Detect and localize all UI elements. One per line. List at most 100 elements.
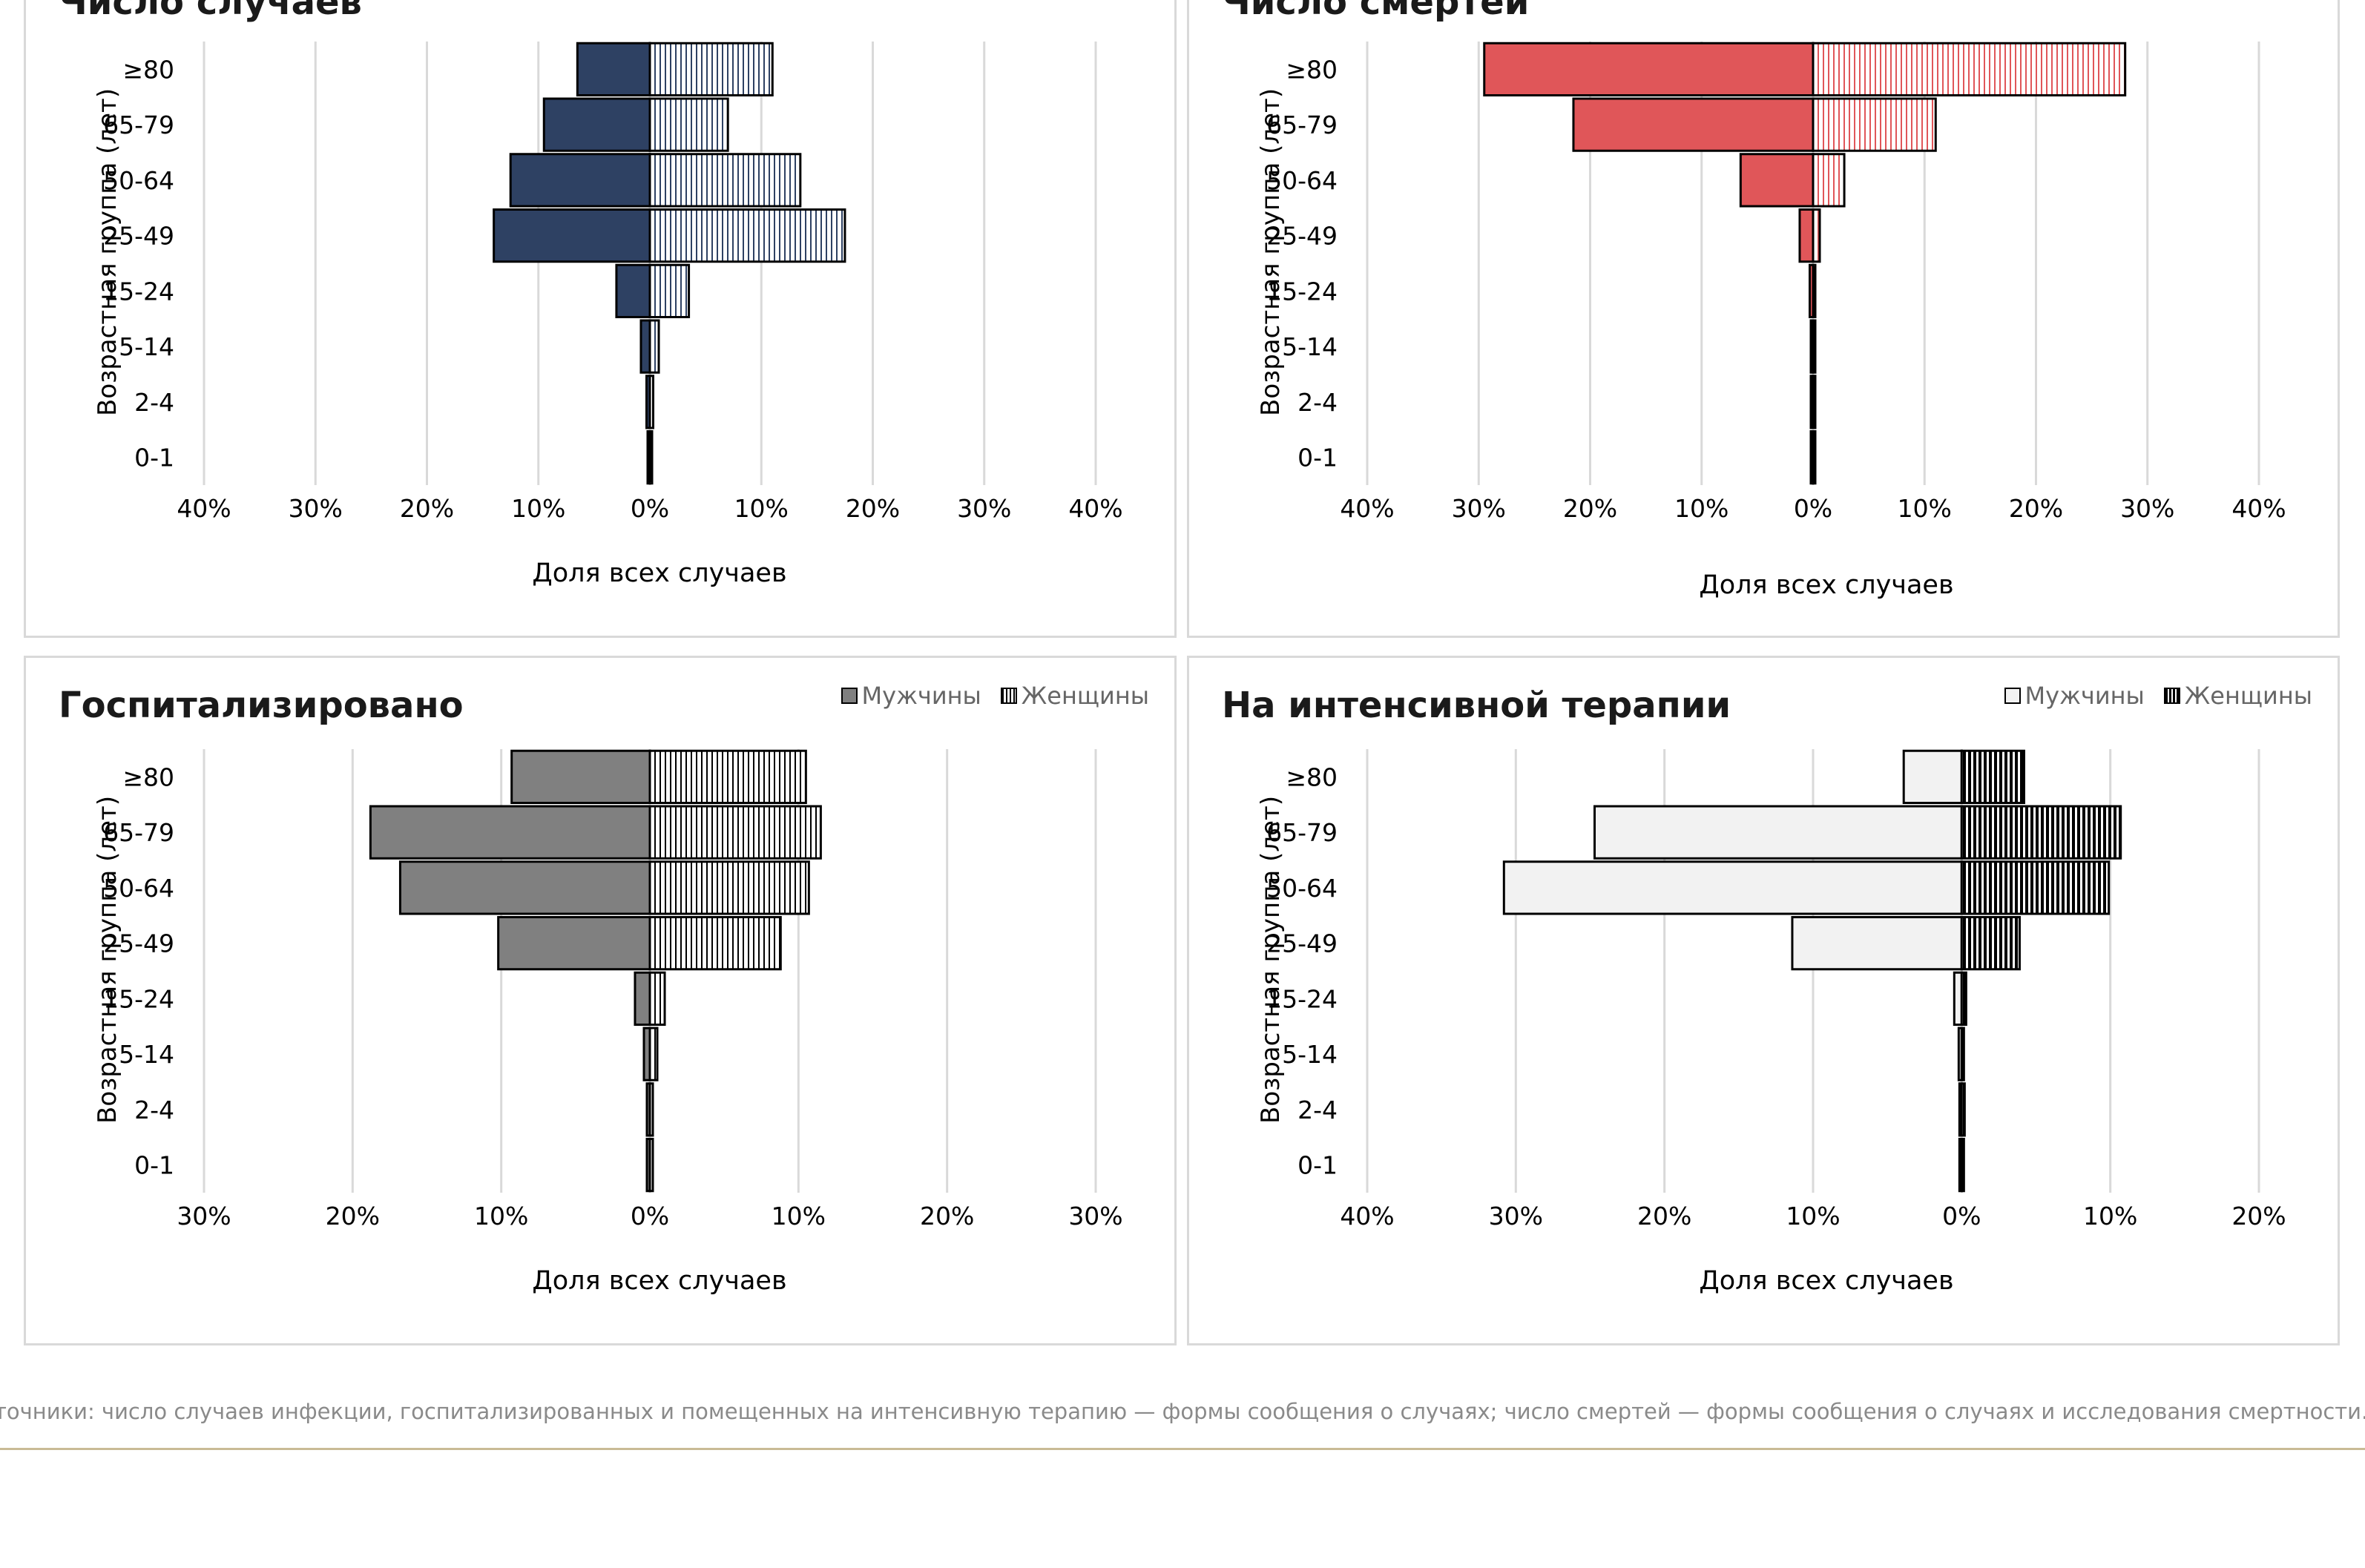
- legend-label-male: Мужчины: [861, 682, 981, 710]
- x-tick-label: 10%: [511, 494, 565, 523]
- x-axis-label: Доля всех случаев: [1699, 1266, 1954, 1296]
- bar-female: [1960, 1027, 1965, 1081]
- y-tick-label: 0-1: [134, 1151, 174, 1180]
- x-tick-label: 20%: [2009, 494, 2063, 523]
- legend-item-male: Мужчины: [841, 682, 981, 710]
- bar-male: [1953, 971, 1963, 1027]
- bar-female: [648, 1082, 654, 1137]
- x-tick-label: 0%: [1794, 494, 1832, 523]
- bar-female: [1960, 1082, 1966, 1137]
- bar-male: [398, 860, 651, 915]
- x-axis-label: Доля всех случаев: [532, 559, 787, 588]
- x-tick-label: 10%: [474, 1202, 528, 1231]
- x-axis-label: Доля всех случаев: [532, 1266, 787, 1296]
- bar-female: [1960, 805, 2122, 860]
- bar-male: [1502, 860, 1963, 915]
- x-tick-label: 40%: [1340, 1202, 1394, 1231]
- bar-male: [510, 749, 651, 805]
- x-tick-label: 40%: [177, 494, 231, 523]
- y-tick-label: 65-79: [1266, 111, 1338, 139]
- y-tick-label: 50-64: [103, 874, 174, 903]
- bar-female: [648, 915, 782, 971]
- bar-female: [648, 153, 802, 208]
- x-tick-label: 20%: [2231, 1202, 2286, 1231]
- bar-male: [1902, 749, 1963, 805]
- y-tick-label: ≥80: [122, 762, 174, 791]
- bar-female: [1812, 153, 1846, 208]
- bar-female: [648, 1137, 654, 1193]
- icu-chart-panel: На интенсивной терапии Мужчины Женщины 4…: [1187, 656, 2340, 1345]
- y-tick-label: 50-64: [103, 166, 174, 195]
- bar-female: [1960, 860, 2111, 915]
- x-tick-label: 30%: [1452, 494, 1506, 523]
- x-tick-label: 30%: [1489, 1202, 1543, 1231]
- bar-male: [634, 971, 651, 1027]
- y-tick-label: 65-79: [1266, 818, 1338, 847]
- bar-male: [1572, 97, 1815, 152]
- bar-male: [1483, 42, 1815, 97]
- y-tick-label: 25-49: [1266, 929, 1338, 958]
- x-tick-label: 30%: [177, 1202, 231, 1231]
- bar-female: [1812, 42, 2127, 97]
- bar-female: [648, 263, 691, 319]
- x-tick-label: 20%: [1563, 494, 1617, 523]
- y-tick-label: 0-1: [1297, 1151, 1338, 1180]
- y-tick-label: 65-79: [103, 818, 174, 847]
- legend-swatch-female: [2163, 688, 2180, 704]
- legend-swatch-male: [2004, 688, 2021, 704]
- bar-female: [648, 208, 846, 263]
- bar-male: [1593, 805, 1963, 860]
- bar-female: [648, 375, 655, 429]
- x-tick-label: 30%: [957, 494, 1011, 523]
- bar-female: [648, 319, 660, 374]
- x-axis-label: Доля всех случаев: [1699, 570, 1954, 600]
- y-axis-label: Возрастная группа (лет): [93, 795, 122, 1124]
- bar-female: [1812, 208, 1821, 263]
- y-tick-label: 2-4: [1297, 1096, 1338, 1124]
- legend: Мужчины Женщины: [1985, 682, 2312, 710]
- legend-label-female: Женщины: [2184, 682, 2312, 710]
- y-axis-label: Возрастная группа (лет): [1256, 88, 1286, 416]
- bar-male: [497, 915, 651, 971]
- legend-swatch-male: [841, 688, 858, 704]
- y-tick-label: 15-24: [1266, 277, 1338, 306]
- divider: [0, 1448, 2365, 1450]
- y-tick-label: 15-24: [103, 984, 174, 1013]
- y-tick-label: 0-1: [1297, 444, 1338, 472]
- x-tick-label: 20%: [846, 494, 900, 523]
- deaths-chart-panel: Число смертей 40% 30% 20% 10% 0% 10% 20% 30% 40%…: [1187, 0, 2340, 638]
- bar-male: [509, 153, 651, 208]
- bar-female: [1812, 319, 1817, 374]
- y-tick-label: 15-24: [1266, 984, 1338, 1013]
- bar-female: [1812, 375, 1817, 429]
- x-tick-label: 20%: [920, 1202, 974, 1231]
- x-tick-label: 10%: [1898, 494, 1952, 523]
- bar-female: [1960, 749, 2025, 805]
- bar-female: [1960, 1137, 1965, 1193]
- y-tick-label: 50-64: [1266, 166, 1338, 195]
- y-tick-label: 5-14: [119, 332, 174, 361]
- chart-title: Число случаев: [59, 0, 362, 23]
- y-tick-label: 2-4: [134, 388, 174, 417]
- bar-female: [648, 42, 774, 97]
- x-tick-label: 10%: [734, 494, 789, 523]
- x-tick-label: 20%: [400, 494, 454, 523]
- cases-chart-panel: Число случаев 40% 30% 20% 10% 0% 10% 20% 30% 40%…: [24, 0, 1177, 638]
- x-tick-label: 20%: [1637, 1202, 1691, 1231]
- y-tick-label: 2-4: [134, 1096, 174, 1124]
- bar-male: [615, 263, 651, 319]
- y-tick-label: ≥80: [122, 55, 174, 84]
- bar-female: [1812, 263, 1817, 319]
- cases-chart: 40% 30% 20% 10% 0% 10% 20% 30% 40% ≥80 65-79 50-64 2…: [103, 42, 1123, 523]
- legend: Мужчины Женщины: [822, 682, 1149, 710]
- x-tick-label: 10%: [772, 1202, 826, 1231]
- deaths-chart: 40% 30% 20% 10% 0% 10% 20% 30% 40% ≥80 65-79 50-64 2…: [1266, 42, 2286, 523]
- bar-female: [1812, 429, 1817, 485]
- source-note: точники: число случаев инфекции, госпита…: [0, 1399, 2365, 1424]
- x-tick-label: 0%: [631, 1202, 669, 1231]
- bar-female: [1960, 971, 1967, 1027]
- legend-item-female: Женщины: [1000, 682, 1149, 710]
- y-tick-label: 15-24: [103, 277, 174, 306]
- x-tick-label: 0%: [631, 494, 669, 523]
- y-tick-label: 5-14: [1282, 332, 1338, 361]
